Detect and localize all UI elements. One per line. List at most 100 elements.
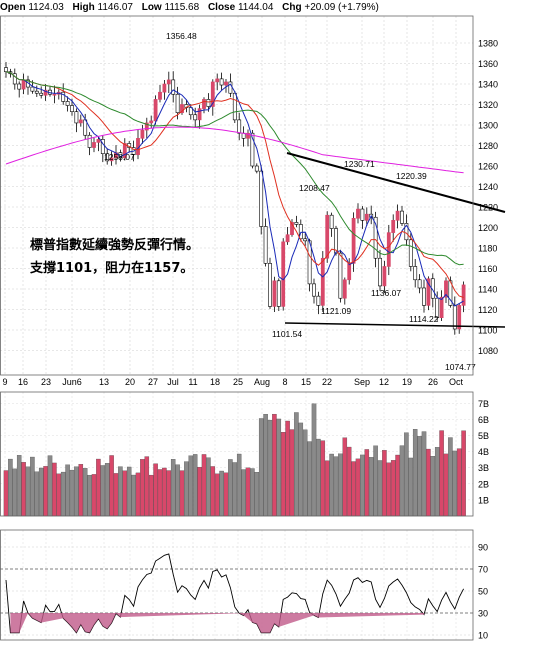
candle-body: [17, 83, 22, 90]
candle-body: [413, 266, 418, 281]
volume-bar: [12, 468, 18, 517]
volume-bar: [192, 454, 198, 517]
x-tick-label: Aug: [254, 377, 270, 387]
price-annotation: 1356.48: [166, 31, 197, 41]
x-tick-label: 25: [233, 377, 243, 387]
candle-body: [153, 99, 158, 122]
volume-bar: [47, 455, 53, 517]
candle-body: [338, 252, 343, 299]
price-tick-label: 1280: [478, 141, 498, 151]
candle-body: [351, 217, 356, 264]
price-tick-label: 1200: [478, 223, 498, 233]
volume-bar: [368, 457, 374, 517]
candle-body: [400, 210, 404, 224]
candle-body: [461, 284, 466, 306]
candle-body: [224, 81, 228, 86]
candle-body: [268, 263, 272, 307]
volume-bar: [342, 437, 348, 517]
price-annotation: 1220.39: [396, 171, 427, 181]
trendlines: [284, 152, 506, 328]
volume-bar: [184, 461, 189, 517]
volume-bar: [417, 436, 422, 517]
low-value: 1115.68: [164, 2, 200, 13]
candle-body: [435, 297, 440, 319]
rsi-tick-label: 70: [478, 565, 488, 575]
candle-body: [373, 216, 378, 259]
volume-bar: [307, 441, 312, 517]
volume-bar: [377, 460, 383, 517]
volume-bar: [426, 448, 431, 517]
candle-body: [140, 129, 145, 139]
open-label: Open: [0, 2, 26, 13]
rsi-tick-label: 10: [478, 631, 488, 641]
volume-bar: [74, 466, 79, 517]
candle-body: [417, 279, 422, 289]
volume-bar: [338, 453, 343, 517]
volume-bar: [175, 464, 180, 517]
candle-body: [237, 119, 242, 134]
volume-bar: [324, 460, 330, 517]
volume-tick-label: 4B: [478, 447, 489, 457]
price-tick-label: 1140: [478, 285, 497, 295]
candle-body: [426, 278, 431, 306]
volume-bar: [118, 466, 123, 517]
support-trendline: [284, 322, 506, 328]
candle-body: [78, 119, 83, 124]
candle-body: [100, 139, 105, 155]
candle-body: [391, 220, 396, 233]
volume-bar: [395, 454, 400, 517]
ma-short-line: [5, 71, 464, 307]
candle-body: [281, 241, 286, 307]
x-tick-label: 16: [18, 377, 28, 387]
candle-body: [92, 142, 96, 148]
volume-bar: [316, 438, 321, 517]
candle-body: [329, 214, 334, 229]
volume-bar: [434, 447, 440, 517]
candle-body: [65, 101, 70, 106]
price-annotation: 1136.07: [371, 288, 401, 298]
volume-bar: [448, 437, 453, 517]
candle-body: [259, 170, 264, 227]
candle-body: [439, 296, 444, 319]
candle-body: [210, 81, 215, 107]
moving-averages: [5, 71, 464, 307]
volume-bar: [16, 455, 22, 517]
rsi-frame: [0, 529, 474, 641]
price-panel: [4, 62, 466, 335]
candle-body: [457, 305, 462, 330]
volume-bar: [100, 465, 106, 517]
chg-value: +20.09 (+1.79%): [304, 2, 379, 13]
resistance-trendline: [286, 152, 506, 213]
volume-bar: [162, 467, 167, 517]
volume-frame: [0, 391, 474, 517]
x-tick-label: 27: [148, 377, 158, 387]
volume-bar: [179, 470, 185, 517]
candle-body: [52, 93, 57, 96]
x-tick-label: 26: [428, 377, 438, 387]
candle-body: [356, 208, 360, 219]
volume-bar: [272, 413, 277, 517]
ma-long-line: [5, 71, 464, 266]
volume-bar: [254, 472, 260, 517]
candle-body: [298, 224, 303, 240]
price-annotation: 1074.77: [445, 362, 476, 372]
candle-body: [386, 232, 391, 267]
candle-body: [250, 132, 255, 167]
volume-bar: [206, 457, 211, 517]
candle-body: [444, 280, 448, 298]
candle-body: [320, 257, 325, 306]
volume-bar: [236, 453, 242, 517]
volume-bar: [276, 418, 282, 517]
candle-body: [246, 132, 250, 139]
high-value: 1146.07: [97, 2, 133, 13]
volume-bar: [302, 429, 308, 517]
price-tick-label: 1320: [478, 100, 498, 110]
x-tick-label: 9: [2, 377, 7, 387]
volume-bar: [241, 469, 246, 517]
volume-bar: [78, 464, 84, 517]
low-label: Low: [141, 2, 162, 13]
candle-body: [158, 91, 162, 100]
candle-body: [303, 238, 308, 242]
x-tick-label: 8: [282, 377, 287, 387]
volume-bar: [360, 454, 365, 517]
